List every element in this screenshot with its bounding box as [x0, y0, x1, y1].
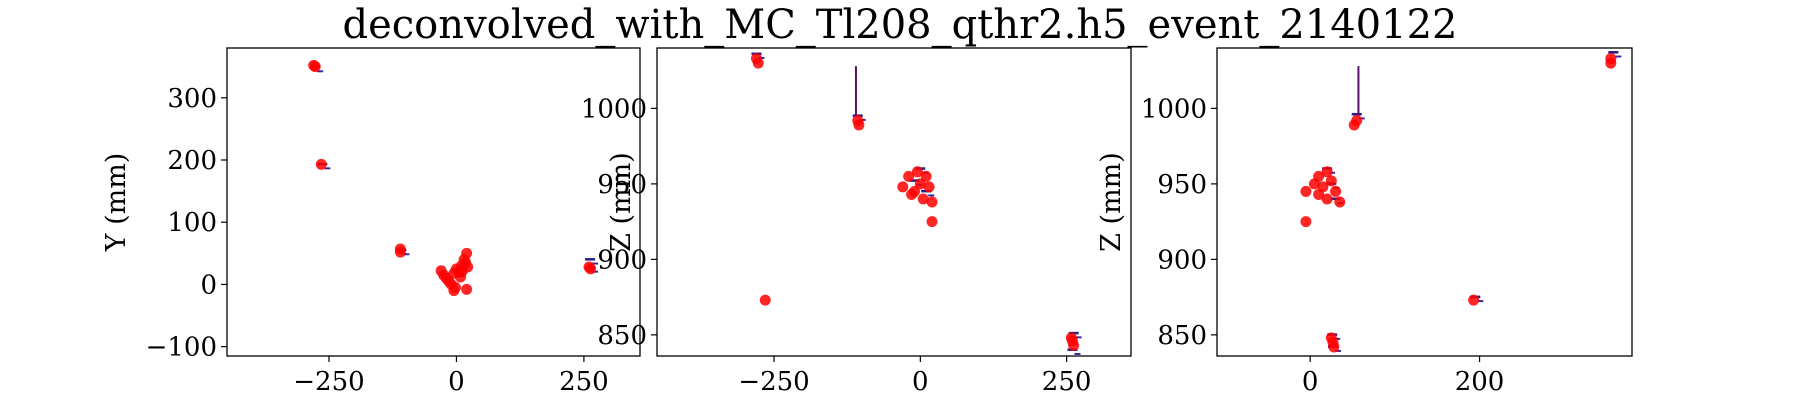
data-point	[1348, 119, 1360, 131]
deposit-mark	[928, 194, 935, 197]
data-point	[926, 216, 938, 228]
x-tick-label: 0	[1302, 367, 1319, 397]
x-tick-label: 250	[1042, 367, 1092, 397]
data-point	[914, 178, 926, 190]
data-point	[1313, 170, 1325, 182]
x-tick-label: −250	[293, 367, 364, 397]
y-tick-label: 900	[597, 245, 647, 275]
deposit-mark	[909, 179, 920, 182]
data-point	[923, 181, 935, 193]
deposit-mark	[592, 262, 599, 265]
data-layer	[308, 59, 599, 297]
data-layer	[750, 52, 1082, 355]
data-point	[903, 170, 915, 182]
y-tick-label: −100	[146, 333, 217, 363]
y-axis-label: Y (mm)	[101, 153, 132, 253]
data-point	[1605, 57, 1617, 69]
data-point	[462, 261, 474, 273]
axes-frame	[1216, 47, 1633, 357]
data-point	[1065, 332, 1077, 344]
data-point	[759, 294, 771, 306]
deposit-mark	[1608, 51, 1619, 54]
deposit-mark	[1075, 336, 1082, 339]
y-tick-label: 200	[167, 146, 217, 176]
y-axis-label: Z (mm)	[606, 152, 637, 252]
data-point	[1330, 185, 1342, 197]
data-point	[752, 57, 764, 69]
y-tick-label: 950	[597, 170, 647, 200]
data-point	[1321, 166, 1333, 178]
x-tick-label: −250	[738, 367, 809, 397]
axes-frame	[656, 47, 1132, 357]
y-tick-label: 850	[1157, 321, 1207, 351]
data-point	[1300, 216, 1312, 228]
axes-frame	[226, 47, 641, 357]
data-point	[461, 247, 473, 259]
data-point	[394, 246, 406, 258]
y-tick-label: 850	[597, 321, 647, 351]
figure-title: deconvolved_with_MC_Tl208_qthr2.h5_event…	[342, 2, 1458, 48]
panel-xy: −250 0 250 −100 0 100 200 300 Y (mm)	[101, 47, 641, 397]
y-tick-label: 1000	[581, 94, 647, 124]
data-point	[917, 193, 929, 205]
y-tick-label: 900	[1157, 245, 1207, 275]
deposit-mark	[403, 253, 410, 256]
data-point	[448, 285, 460, 297]
data-point	[897, 181, 909, 193]
data-point	[1325, 175, 1337, 187]
data-point	[1328, 341, 1340, 353]
deposit-mark	[324, 167, 331, 170]
data-point	[911, 166, 923, 178]
data-point	[1334, 196, 1346, 208]
deposit-mark	[1351, 112, 1362, 116]
x-tick-label: 0	[912, 367, 929, 397]
data-point	[1468, 294, 1480, 306]
data-point	[315, 158, 327, 170]
x-tick-label: 0	[448, 367, 465, 397]
y-tick-label: 100	[167, 208, 217, 238]
deposit-mark	[1335, 349, 1342, 352]
data-point	[309, 61, 321, 73]
deposit-mark	[585, 258, 596, 261]
data-layer	[1300, 51, 1622, 353]
panel-yz: 0 200 850 900 950 1000 Z (mm)	[1096, 47, 1633, 397]
data-point	[926, 196, 938, 208]
y-tick-label: 1000	[1141, 94, 1207, 124]
data-point	[1313, 188, 1325, 200]
x-tick-label: 250	[559, 367, 609, 397]
y-tick-label: 0	[200, 270, 217, 300]
data-point	[853, 119, 865, 131]
deposit-mark	[317, 70, 324, 73]
data-point	[1300, 185, 1312, 197]
deposit-mark	[1074, 352, 1081, 355]
data-point	[585, 263, 597, 275]
data-point	[461, 283, 473, 295]
deposit-mark	[1615, 55, 1622, 58]
y-tick-label: 950	[1157, 170, 1207, 200]
deposit-mark	[1477, 300, 1484, 303]
x-tick-label: 200	[1455, 367, 1505, 397]
y-axis-label: Z (mm)	[1096, 152, 1127, 252]
y-tick-label: 300	[167, 84, 217, 114]
data-point	[906, 188, 918, 200]
data-point	[1321, 193, 1333, 205]
data-point	[920, 170, 932, 182]
panel-xz: −250 0 250 850 900 950 1000 Z (mm)	[581, 47, 1132, 397]
